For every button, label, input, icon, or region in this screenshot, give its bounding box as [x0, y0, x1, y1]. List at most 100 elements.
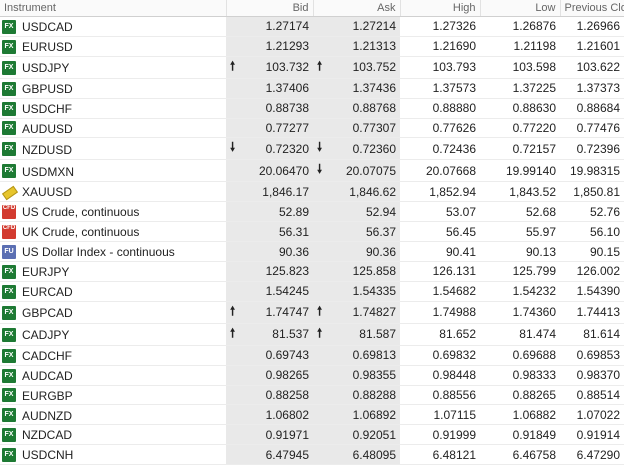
- instrument-cell[interactable]: FX AUDUSD: [0, 118, 226, 139]
- ask-cell[interactable]: 0.88288: [313, 385, 400, 406]
- instrument-cell[interactable]: FX GBPCAD: [0, 301, 226, 324]
- table-row[interactable]: FX USDMXN 20.06470 🠗 20.07075 20.07668 19.9914…: [0, 159, 624, 183]
- bid-cell[interactable]: 56.31: [226, 221, 313, 243]
- table-row[interactable]: FX USDCAD 1.27174 1.27214 1.27326 1.26876 1.26…: [0, 16, 624, 37]
- table-row[interactable]: FX GBPCAD 🠕 1.74747 🠕 1.74827 1.74988 1.74360 1.…: [0, 301, 624, 324]
- bid-cell[interactable]: 1,846.17: [226, 181, 313, 203]
- bid-cell[interactable]: 6.47945: [226, 444, 313, 465]
- ask-cell[interactable]: 🠕 103.752: [313, 56, 400, 79]
- bid-cell[interactable]: 🠕 103.732: [226, 56, 313, 79]
- table-row[interactable]: FU US Dollar Index - continuous 90.36 90.36…: [0, 241, 624, 263]
- bid-cell[interactable]: 0.69743: [226, 345, 313, 366]
- fx-badge-icon: FX: [2, 121, 16, 136]
- bid-cell[interactable]: 1.27174: [226, 16, 313, 37]
- bid-cell[interactable]: 0.88738: [226, 98, 313, 119]
- instrument-cell[interactable]: FX USDCNH: [0, 444, 226, 465]
- ask-cell[interactable]: 1.27214: [313, 16, 400, 37]
- table-row[interactable]: FX CADJPY 🠕 81.537 🠕 81.587 81.652 81.474 81.614: [0, 323, 624, 346]
- instrument-cell[interactable]: FX USDMXN: [0, 159, 226, 183]
- table-row[interactable]: FX GBPUSD 1.37406 1.37436 1.37573 1.37225 1.37…: [0, 78, 624, 99]
- table-row[interactable]: FX EURJPY 125.823 125.858 126.131 125.799 126.…: [0, 261, 624, 282]
- ask-cell[interactable]: 0.92051: [313, 424, 400, 446]
- ask-cell[interactable]: 52.94: [313, 201, 400, 223]
- table-row[interactable]: FX EURUSD 1.21293 1.21313 1.21690 1.21198 1.21…: [0, 36, 624, 57]
- bid-cell[interactable]: 🠕 1.74747: [226, 301, 313, 324]
- ask-cell[interactable]: 🠕 1.74827: [313, 301, 400, 324]
- ask-cell[interactable]: 🠗 0.72360: [313, 137, 400, 161]
- ask-cell[interactable]: 6.48095: [313, 444, 400, 465]
- instrument-cell[interactable]: FX NZDUSD: [0, 137, 226, 161]
- bid-cell[interactable]: 52.89: [226, 201, 313, 223]
- table-row[interactable]: FX AUDNZD 1.06802 1.06892 1.07115 1.06882 1.07…: [0, 404, 624, 426]
- instrument-cell[interactable]: CFD US Crude, continuous: [0, 201, 226, 223]
- bid-cell[interactable]: 🠕 81.537: [226, 323, 313, 346]
- table-row[interactable]: CFD UK Crude, continuous 56.31 56.37 56.45 55…: [0, 221, 624, 243]
- table-row[interactable]: XAUUSD 1,846.17 1,846.62 1,852.94 1,843.52 1,…: [0, 181, 624, 203]
- instrument-cell[interactable]: CFD UK Crude, continuous: [0, 221, 226, 243]
- instrument-cell[interactable]: FX CADJPY: [0, 323, 226, 346]
- instrument-cell[interactable]: FX AUDNZD: [0, 404, 226, 426]
- table-row[interactable]: FX USDCHF 0.88738 0.88768 0.88880 0.88630 0.88…: [0, 98, 624, 119]
- ask-cell[interactable]: 🠗 20.07075: [313, 159, 400, 183]
- instrument-cell[interactable]: FX AUDCAD: [0, 365, 226, 386]
- instrument-cell[interactable]: XAUUSD: [0, 181, 226, 203]
- table-row[interactable]: FX EURCAD 1.54245 1.54335 1.54682 1.54232 1.54…: [0, 281, 624, 302]
- ask-cell[interactable]: 0.69813: [313, 345, 400, 366]
- high-cell: 56.45: [400, 221, 480, 243]
- instrument-cell[interactable]: FX EURGBP: [0, 385, 226, 406]
- column-header-ask[interactable]: Ask: [312, 0, 400, 17]
- bid-cell[interactable]: 0.91971: [226, 424, 313, 446]
- table-row[interactable]: FX CADCHF 0.69743 0.69813 0.69832 0.69688 0.69…: [0, 345, 624, 366]
- bid-cell[interactable]: 1.21293: [226, 36, 313, 57]
- instrument-cell[interactable]: FX USDJPY: [0, 56, 226, 79]
- bid-cell[interactable]: 0.98265: [226, 365, 313, 386]
- bid-cell[interactable]: 125.823: [226, 261, 313, 282]
- instrument-name: AUDUSD: [22, 121, 73, 136]
- instrument-cell[interactable]: FX CADCHF: [0, 345, 226, 366]
- table-row[interactable]: CFD US Crude, continuous 52.89 52.94 53.07 52…: [0, 201, 624, 223]
- bid-cell[interactable]: 20.06470: [226, 159, 313, 183]
- table-row[interactable]: FX NZDUSD 🠗 0.72320 🠗 0.72360 0.72436 0.72157 0.…: [0, 137, 624, 161]
- table-row[interactable]: FX AUDCAD 0.98265 0.98355 0.98448 0.98333 0.98…: [0, 365, 624, 386]
- table-row[interactable]: FX EURGBP 0.88258 0.88288 0.88556 0.88265 0.88…: [0, 385, 624, 406]
- ask-cell[interactable]: 90.36: [313, 241, 400, 263]
- instrument-cell[interactable]: FX EURUSD: [0, 36, 226, 57]
- bid-cell[interactable]: 90.36: [226, 241, 313, 263]
- instrument-cell[interactable]: FX EURCAD: [0, 281, 226, 302]
- ask-cell[interactable]: 1,846.62: [313, 181, 400, 203]
- instrument-cell[interactable]: FX GBPUSD: [0, 78, 226, 99]
- fx-badge-icon: FX: [2, 305, 16, 320]
- ask-cell[interactable]: 0.98355: [313, 365, 400, 386]
- ask-cell[interactable]: 56.37: [313, 221, 400, 243]
- table-row[interactable]: FX USDCNH 6.47945 6.48095 6.48121 6.46758 6.47…: [0, 444, 624, 465]
- column-header-low[interactable]: Low: [479, 0, 560, 17]
- instrument-cell[interactable]: FX USDCAD: [0, 16, 226, 37]
- instrument-name: EURJPY: [22, 264, 70, 279]
- table-row[interactable]: FX NZDCAD 0.91971 0.92051 0.91999 0.91849 0.91…: [0, 424, 624, 446]
- ask-cell[interactable]: 1.21313: [313, 36, 400, 57]
- bid-cell[interactable]: 1.06802: [226, 404, 313, 426]
- column-header-previous-close[interactable]: Previous Close: [559, 0, 624, 17]
- ask-cell[interactable]: 0.88768: [313, 98, 400, 119]
- instrument-cell[interactable]: FU US Dollar Index - continuous: [0, 241, 226, 263]
- bid-cell[interactable]: 1.37406: [226, 78, 313, 99]
- bid-cell[interactable]: 1.54245: [226, 281, 313, 302]
- ask-cell[interactable]: 1.37436: [313, 78, 400, 99]
- table-row[interactable]: FX AUDUSD 0.77277 0.77307 0.77626 0.77220 0.77…: [0, 118, 624, 139]
- ask-cell[interactable]: 1.06892: [313, 404, 400, 426]
- bid-cell[interactable]: 0.88258: [226, 385, 313, 406]
- column-header-instrument[interactable]: Instrument: [0, 0, 226, 17]
- column-header-bid[interactable]: Bid: [225, 0, 313, 17]
- ask-cell[interactable]: 0.77307: [313, 118, 400, 139]
- instrument-cell[interactable]: FX NZDCAD: [0, 424, 226, 446]
- column-header-high[interactable]: High: [399, 0, 480, 17]
- ask-value: 0.92051: [352, 427, 396, 442]
- bid-cell[interactable]: 0.77277: [226, 118, 313, 139]
- bid-cell[interactable]: 🠗 0.72320: [226, 137, 313, 161]
- ask-cell[interactable]: 🠕 81.587: [313, 323, 400, 346]
- ask-cell[interactable]: 125.858: [313, 261, 400, 282]
- instrument-cell[interactable]: FX USDCHF: [0, 98, 226, 119]
- instrument-cell[interactable]: FX EURJPY: [0, 261, 226, 282]
- ask-cell[interactable]: 1.54335: [313, 281, 400, 302]
- table-row[interactable]: FX USDJPY 🠕 103.732 🠕 103.752 103.793 103.598 10…: [0, 56, 624, 79]
